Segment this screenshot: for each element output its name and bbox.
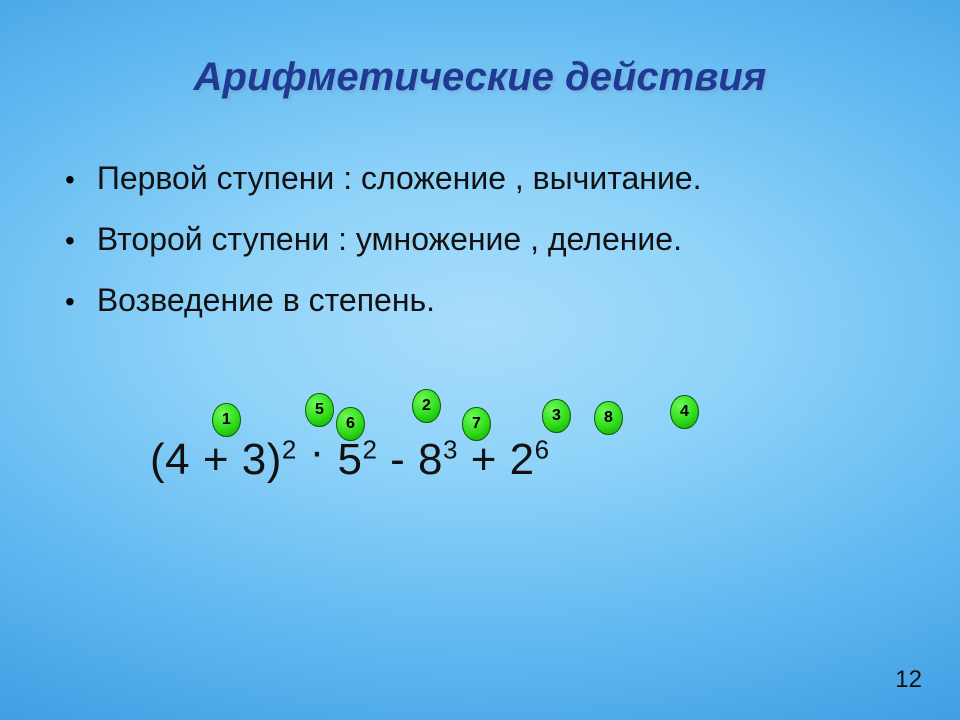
slide: Арифметические действия Первой ступени :… <box>0 0 960 720</box>
operator-multiply: · <box>297 427 338 476</box>
slide-title: Арифметические действия <box>55 55 905 100</box>
expr-group: (4 + 3) <box>150 435 282 484</box>
expr-term: 5 <box>337 435 362 484</box>
expr-term: 2 <box>510 435 535 484</box>
order-badge: 5 <box>305 393 334 427</box>
expr-term: 8 <box>418 435 443 484</box>
operator-minus: - <box>377 435 418 484</box>
order-badge: 1 <box>212 403 241 437</box>
bullet-item: Первой ступени : сложение , вычитание. <box>65 148 905 209</box>
page-number: 12 <box>895 666 922 694</box>
order-badge: 2 <box>412 389 441 423</box>
bullet-list: Первой ступени : сложение , вычитание. В… <box>55 148 905 330</box>
exponent: 2 <box>282 434 297 464</box>
order-badge: 6 <box>336 407 365 441</box>
order-badge: 4 <box>670 395 699 429</box>
order-badge: 8 <box>594 401 623 435</box>
math-expression: (4 + 3)2 · 52 - 83 + 26 <box>150 435 850 485</box>
bullet-item: Возведение в степень. <box>65 270 905 331</box>
exponent: 2 <box>362 434 377 464</box>
operator-plus: + <box>458 435 510 484</box>
exponent: 6 <box>535 434 550 464</box>
exponent: 3 <box>443 434 458 464</box>
order-badge: 3 <box>542 399 571 433</box>
order-badge: 7 <box>462 407 491 441</box>
expression-region: 1 5 6 2 7 3 8 4 (4 + 3)2 · 52 - 83 + 26 <box>150 435 850 555</box>
bullet-item: Второй ступени : умножение , деление. <box>65 209 905 270</box>
